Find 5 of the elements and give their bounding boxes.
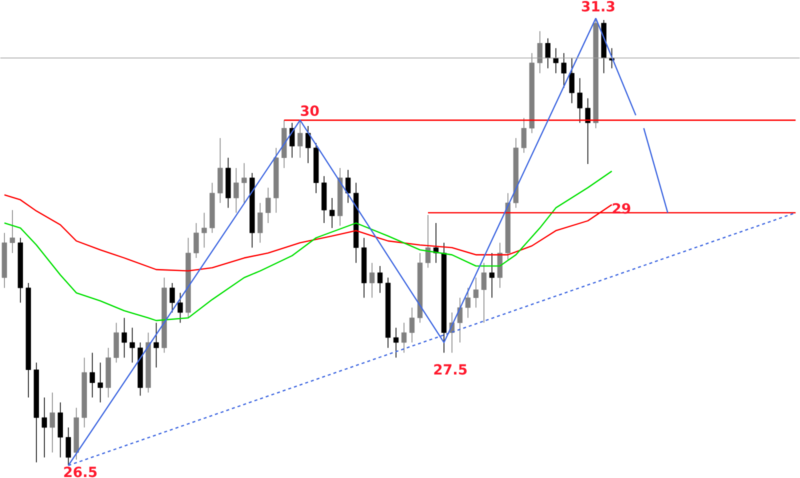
text: 26.5 bbox=[64, 466, 97, 478]
annotation: 27.5 bbox=[434, 364, 467, 375]
annotation: 29 bbox=[612, 203, 630, 214]
text: 31.3 bbox=[582, 0, 614, 12]
annotation: 30 bbox=[300, 105, 319, 116]
